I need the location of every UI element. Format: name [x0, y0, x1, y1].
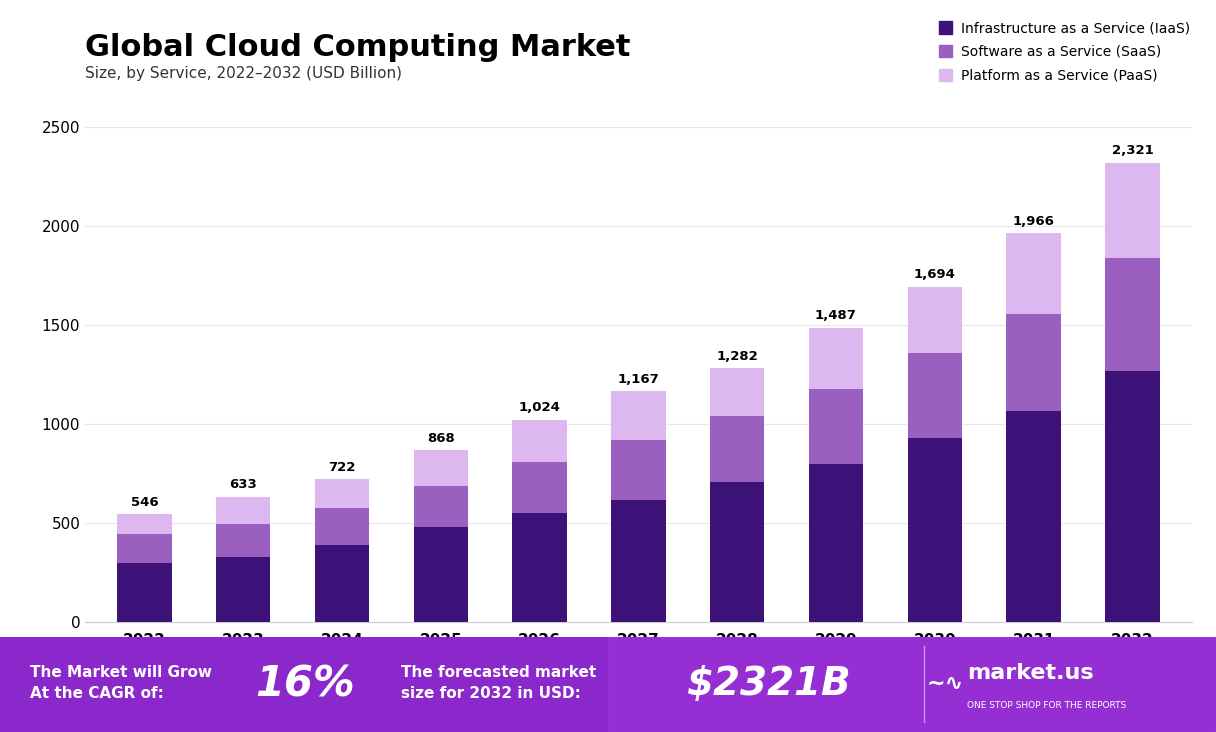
Bar	[512, 462, 567, 513]
Text: 1,487: 1,487	[815, 310, 857, 322]
Text: 1,167: 1,167	[618, 373, 659, 386]
Bar	[216, 497, 270, 524]
Bar	[907, 287, 962, 353]
Text: Global Cloud Computing Market: Global Cloud Computing Market	[85, 33, 631, 62]
Bar	[1007, 411, 1060, 622]
Bar	[315, 545, 370, 622]
Bar	[907, 353, 962, 438]
Text: 16%: 16%	[255, 663, 355, 706]
Text: 1,694: 1,694	[914, 269, 956, 281]
Bar	[1105, 163, 1160, 258]
Text: Size, by Service, 2022–2032 (USD Billion): Size, by Service, 2022–2032 (USD Billion…	[85, 66, 402, 81]
Bar	[710, 417, 765, 482]
Text: market.us: market.us	[967, 663, 1093, 683]
Text: 2,321: 2,321	[1111, 144, 1153, 157]
Bar	[1105, 258, 1160, 371]
Bar	[216, 557, 270, 622]
Bar	[809, 389, 863, 464]
Bar	[710, 368, 765, 417]
Bar	[216, 524, 270, 557]
Text: 1,282: 1,282	[716, 350, 758, 363]
Text: The Market will Grow
At the CAGR of:: The Market will Grow At the CAGR of:	[30, 665, 213, 701]
Text: 1,966: 1,966	[1013, 214, 1054, 228]
Bar	[612, 391, 665, 440]
Bar	[809, 328, 863, 389]
Text: $2321B: $2321B	[687, 665, 851, 703]
Bar	[413, 527, 468, 622]
Text: 722: 722	[328, 460, 356, 474]
Text: ~∿: ~∿	[927, 674, 964, 695]
Bar	[413, 450, 468, 485]
Bar	[315, 479, 370, 509]
Bar	[512, 419, 567, 462]
Bar	[710, 482, 765, 622]
Bar	[512, 513, 567, 622]
Bar	[117, 563, 171, 622]
Bar	[117, 534, 171, 563]
Bar	[907, 438, 962, 622]
Legend: Infrastructure as a Service (IaaS), Software as a Service (SaaS), Platform as a : Infrastructure as a Service (IaaS), Soft…	[931, 14, 1197, 89]
Bar	[315, 509, 370, 545]
Bar	[612, 499, 665, 622]
Text: 868: 868	[427, 432, 455, 445]
Bar	[612, 440, 665, 499]
Text: The forecasted market
size for 2032 in USD:: The forecasted market size for 2032 in U…	[401, 665, 597, 701]
Bar	[608, 637, 1216, 732]
Text: 633: 633	[230, 479, 257, 491]
Bar	[117, 514, 171, 534]
Bar	[1007, 313, 1060, 411]
Text: 1,024: 1,024	[519, 401, 561, 414]
Bar	[809, 464, 863, 622]
Text: ONE STOP SHOP FOR THE REPORTS: ONE STOP SHOP FOR THE REPORTS	[967, 701, 1126, 710]
Bar	[413, 485, 468, 527]
Text: 546: 546	[130, 496, 158, 509]
Bar	[1007, 233, 1060, 313]
Bar	[1105, 371, 1160, 622]
